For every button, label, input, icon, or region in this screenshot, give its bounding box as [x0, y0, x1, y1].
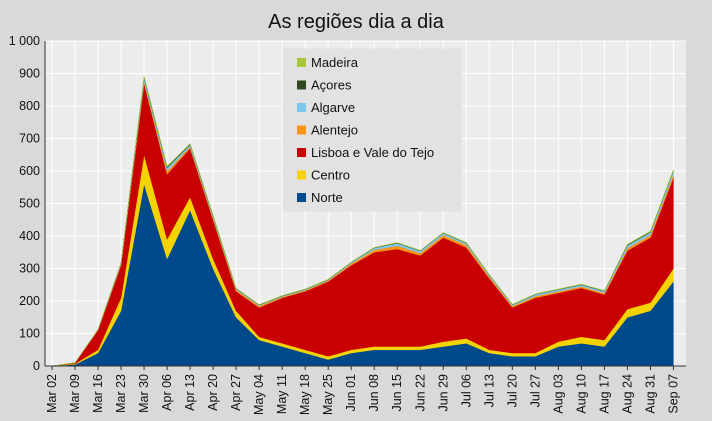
x-tick-label: Jun 01: [344, 374, 358, 412]
legend-box: [282, 48, 462, 212]
legend-label: Alentejo: [311, 123, 358, 138]
y-tick-label: 700: [19, 132, 40, 146]
legend: Madeira Açores Algarve Alentejo Lisboa e Val…: [282, 48, 462, 212]
x-tick-label: Jun 22: [413, 374, 427, 412]
x-tick-label: Jul 27: [528, 374, 542, 407]
legend-item-alentejo: Alentejo: [297, 123, 358, 138]
x-axis: Mar 02 Mar 09 Mar 16 Mar 23 Mar 30 Apr 06 Apr …: [45, 366, 680, 415]
x-tick-label: Apr 06: [160, 374, 174, 411]
legend-item-madeira: Madeira: [297, 55, 359, 70]
legend-swatch: [297, 103, 306, 112]
chart-title: As regiões dia a dia: [268, 11, 445, 33]
y-tick-label: 800: [19, 99, 40, 113]
x-tick-label: Apr 13: [183, 374, 197, 411]
legend-swatch: [297, 58, 306, 67]
legend-swatch: [297, 170, 306, 180]
legend-label: Madeira: [311, 55, 359, 70]
legend-item-lisboa-e-vale-do-tejo: Lisboa e Vale do Tejo: [297, 145, 434, 160]
x-tick-label: Aug 24: [620, 374, 634, 414]
x-tick-label: Apr 20: [206, 374, 220, 411]
x-tick-label: Jun 15: [390, 374, 404, 412]
x-tick-label: Jun 29: [436, 374, 450, 412]
x-tick-label: May 11: [275, 374, 289, 414]
y-tick-label: 300: [19, 262, 40, 276]
x-tick-label: May 25: [321, 374, 335, 415]
legend-item-norte: Norte: [297, 190, 343, 205]
x-tick-label: May 04: [252, 374, 266, 415]
y-tick-label: 0: [33, 359, 40, 373]
legend-swatch: [297, 125, 306, 135]
x-tick-label: Jun 08: [367, 374, 381, 412]
x-tick-label: Aug 10: [574, 374, 588, 414]
legend-label: Algarve: [311, 100, 355, 115]
x-tick-label: Mar 09: [68, 374, 82, 413]
y-tick-label: 200: [19, 294, 40, 308]
y-tick-label: 500: [19, 197, 40, 211]
series-area-madeira: [51, 76, 674, 367]
y-tick-label: 600: [19, 164, 40, 178]
legend-swatch: [297, 193, 306, 202]
legend-item-centro: Centro: [297, 168, 350, 183]
y-tick-label: 100: [19, 327, 40, 341]
x-tick-label: Mar 16: [91, 374, 105, 413]
x-tick-label: Mar 23: [114, 374, 128, 413]
x-tick-label: Aug 31: [643, 374, 657, 414]
legend-label: Lisboa e Vale do Tejo: [311, 145, 434, 160]
legend-item-algarve: Algarve: [297, 100, 355, 115]
x-tick-label: Mar 30: [137, 374, 151, 413]
x-tick-label: Jul 20: [505, 374, 519, 407]
y-tick-label: 400: [19, 229, 40, 243]
legend-label: Norte: [311, 190, 343, 205]
y-axis: 0 100 200 300 400 500 600 700 800 900 1 000: [9, 34, 686, 373]
y-tick-label: 900: [19, 67, 40, 81]
y-tick-label: 1 000: [9, 34, 40, 48]
x-tick-label: Aug 03: [551, 374, 565, 414]
x-tick-label: May 18: [298, 374, 312, 415]
x-tick-label: Apr 27: [229, 374, 243, 411]
x-tick-label: Jul 06: [459, 374, 473, 407]
legend-label: Centro: [311, 168, 350, 183]
legend-swatch: [297, 148, 306, 157]
legend-swatch: [297, 80, 306, 90]
legend-label: Açores: [311, 78, 352, 93]
legend-item-a-ores: Açores: [297, 78, 352, 93]
x-tick-label: Sep 07: [666, 374, 680, 414]
x-tick-label: Mar 02: [45, 374, 59, 413]
series-areas: [51, 76, 674, 367]
x-tick-label: Jul 13: [482, 374, 496, 407]
x-tick-label: Aug 17: [597, 374, 611, 414]
